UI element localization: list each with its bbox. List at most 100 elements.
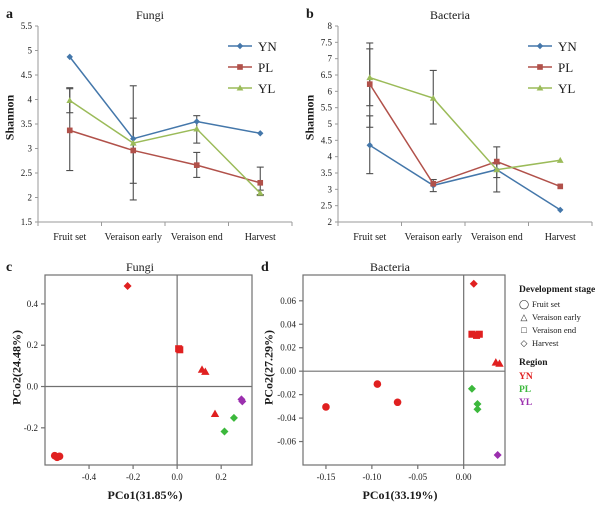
data-point-YN (193, 118, 200, 125)
data-point-PL (66, 127, 73, 134)
x-tick-label: -0.4 (82, 472, 97, 482)
panel-d-xlabel: PCo1(33.19%) (362, 488, 438, 502)
legend-region-yl: YL (519, 398, 533, 408)
legend-stage-veraison-early: △ Veraison early (519, 311, 599, 324)
y-tick-label: 6 (328, 86, 333, 96)
series-line-YL (69, 99, 261, 194)
legend-stage-label: Fruit set (532, 299, 561, 309)
series-line-PL (69, 129, 261, 184)
legend-stage-fruit-set: ◯ Fruit set (519, 298, 599, 311)
y-tick-label: 0.02 (280, 343, 296, 353)
x-category-label: Harvest (545, 232, 576, 243)
x-tick-label: 0.0 (172, 472, 184, 482)
y-tick-label: 3 (328, 184, 333, 194)
data-point-YN (366, 142, 373, 149)
legend-label: YL (258, 81, 275, 96)
diamond-icon: ◇ (520, 338, 528, 348)
data-point-PL-harvest (229, 413, 238, 422)
data-point-YL (129, 139, 137, 146)
x-category-label: Veraison early (105, 232, 162, 243)
y-tick-label: 8 (328, 21, 333, 31)
series-line-PL (369, 83, 561, 188)
x-tick-label: -0.15 (317, 472, 336, 482)
x-category-label: Veraison end (471, 232, 523, 243)
panel-d: d Bacteria PCo2(27.29%) PCo1(33.19%) -0.… (255, 255, 525, 510)
y-tick-label: 4.5 (321, 135, 333, 145)
data-point-YN (130, 135, 137, 142)
legend-stage-label: Harvest (532, 338, 559, 348)
y-tick-label: 7.5 (321, 37, 333, 47)
series-line-YL (369, 76, 561, 171)
y-tick-label: 4 (28, 95, 33, 105)
y-tick-label: 5.5 (21, 21, 33, 31)
circle-icon: ◯ (519, 299, 530, 309)
data-point-YN-fruit-set (373, 380, 382, 388)
panel-c-xlabel: PCo1(31.85%) (107, 488, 183, 502)
legend-stage-veraison-end: □ Veraison end (519, 324, 599, 337)
legend-region-pl: PL (519, 385, 532, 395)
y-tick-label: 0.4 (27, 299, 39, 309)
y-tick-label: 3.5 (321, 168, 333, 178)
legend-marker-YN (236, 42, 244, 50)
data-point-YN-veraison-end (468, 330, 476, 338)
legend-stage-label: Veraison end (532, 325, 577, 335)
y-tick-label: 3.5 (21, 119, 33, 129)
y-tick-label: 0.00 (280, 366, 296, 376)
data-point-PL (257, 179, 264, 186)
data-point-YN-fruit-set (393, 398, 402, 407)
y-tick-label: 0.0 (27, 382, 39, 392)
y-tick-label: 6.5 (321, 70, 333, 80)
x-category-label: Harvest (245, 232, 276, 243)
legend-marker-YL (536, 84, 544, 91)
panel-a-ylabel: Shannon (2, 94, 17, 141)
y-tick-label: 0.04 (280, 319, 296, 329)
legend-item-YL: YL (228, 81, 275, 96)
plot-frame (44, 274, 253, 466)
data-point-YN-veraison-early (495, 359, 504, 367)
panel-b-ylabel: Shannon (302, 94, 317, 141)
data-point-YN-veraison-early (201, 367, 210, 375)
panel-d-letter: d (261, 260, 269, 275)
y-tick-label: 5.5 (321, 103, 333, 113)
plot-frame (302, 274, 506, 466)
data-point-YL-harvest (493, 451, 502, 460)
y-tick-label: -0.06 (277, 437, 296, 447)
panel-c: c Fungi PCo2(24.48%) PCo1(31.85%) -0.2 0.… (0, 255, 270, 510)
y-tick-label: 4.5 (21, 70, 33, 80)
panel-c-title: Fungi (125, 260, 154, 274)
data-point-PL (366, 81, 373, 87)
y-tick-label: -0.04 (277, 413, 296, 423)
data-point-YN (557, 206, 564, 214)
x-tick-label: 0.00 (456, 472, 472, 482)
legend-item-PL: PL (228, 60, 273, 75)
y-tick-label: 0.2 (27, 340, 38, 350)
triangle-icon: △ (520, 312, 528, 322)
data-point-YN-fruit-set (322, 403, 330, 411)
y-tick-label: -0.02 (277, 390, 296, 400)
legend-item-YN: YN (228, 39, 277, 54)
data-point-YN-harvest (469, 279, 478, 288)
x-tick-label: -0.10 (362, 472, 381, 482)
legend-marker-PL (537, 64, 543, 70)
panel-d-plot: -0.06 -0.04 -0.02 0.00 0.02 0.04 0.06 -0.15 -0.1… (277, 274, 506, 482)
legend-label: PL (258, 60, 273, 75)
legend-stage-harvest: ◇ Harvest (519, 337, 599, 350)
data-point-PL-harvest (220, 427, 229, 436)
legend-region-yn: YN (519, 372, 533, 382)
y-tick-label: 2 (328, 217, 333, 227)
panel-b-title: Bacteria (430, 8, 470, 22)
x-tick-label: -0.2 (126, 472, 140, 482)
panel-c-ylabel: PCo2(24.48%) (9, 330, 24, 405)
y-tick-label: -0.2 (24, 423, 38, 433)
legend-region-header: Region (519, 358, 548, 368)
data-point-PL-harvest (467, 384, 476, 393)
panel-d-ylabel: PCo2(27.29%) (261, 330, 276, 405)
data-point-YN-veraison-early (210, 409, 220, 417)
legend-marker-YL (236, 84, 244, 91)
x-category-label: Fruit set (53, 232, 86, 243)
data-point-PL-harvest (473, 400, 482, 409)
y-tick-label: 4 (328, 152, 333, 162)
series-line-YN (69, 56, 261, 140)
data-point-PL (193, 162, 200, 168)
panel-b-plot: 2 2.5 3 3.5 4 4.5 5 5.5 6 6.5 7 7.5 8 Fruit set Verais… (321, 21, 593, 243)
